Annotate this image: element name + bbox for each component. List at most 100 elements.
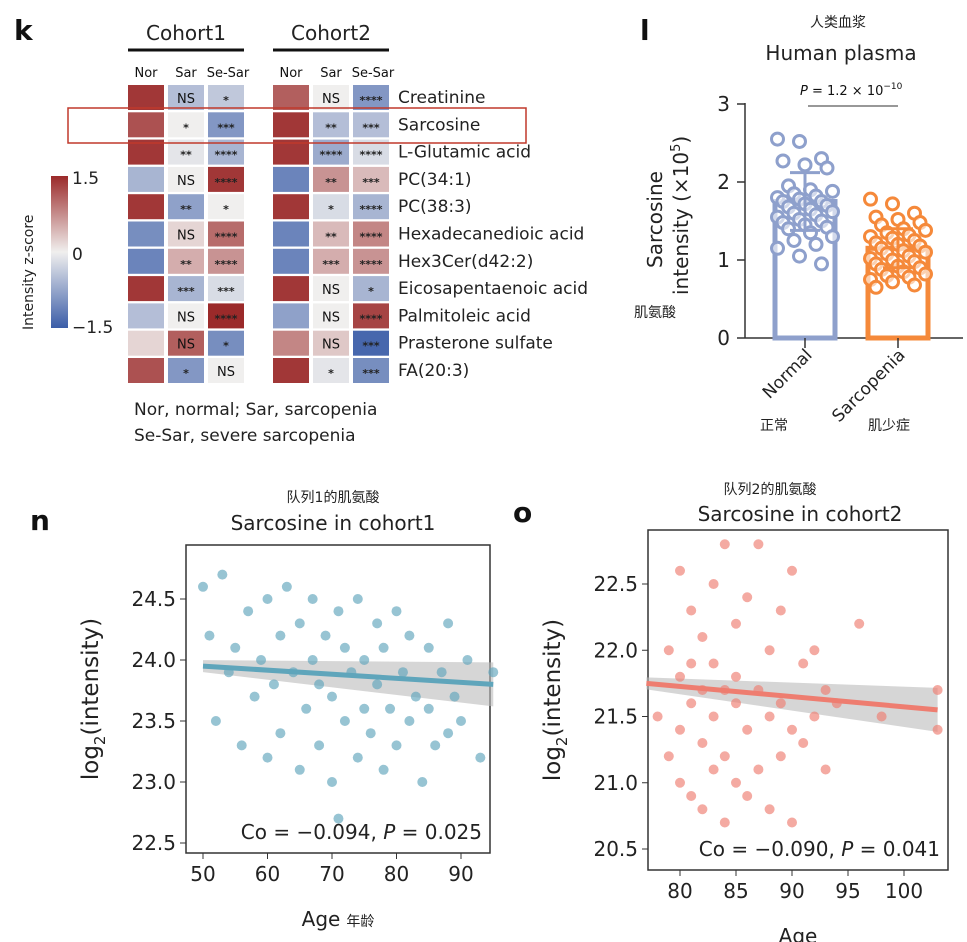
y-tick-label: 21.0 xyxy=(593,771,638,795)
data-point xyxy=(230,642,241,653)
data-point xyxy=(809,645,820,656)
significance-label: NS xyxy=(322,338,340,353)
data-point xyxy=(820,764,831,775)
significance-label: NS xyxy=(177,174,195,189)
x-tick-label-cn: 肌少症 xyxy=(868,418,910,434)
data-point xyxy=(359,655,370,665)
p-value: = 0.041 xyxy=(853,837,940,861)
data-point xyxy=(475,752,486,763)
data-point xyxy=(819,160,835,176)
column-header: Nor xyxy=(134,66,158,81)
panel-label-l: l xyxy=(640,14,650,47)
column-header: Se-Sar xyxy=(207,66,250,81)
y-label-sub: 2 xyxy=(553,737,571,747)
metabolite-label: PC(34:1) xyxy=(398,170,472,190)
data-point xyxy=(775,605,786,616)
heatmap-cell xyxy=(208,166,244,192)
data-point xyxy=(488,667,499,678)
data-point xyxy=(775,698,786,709)
y-label-sub: 2 xyxy=(91,736,109,746)
heatmap-cell xyxy=(273,221,309,247)
x-tick-label: 90 xyxy=(448,862,473,886)
data-point xyxy=(932,685,943,695)
column-header: Sar xyxy=(320,66,342,81)
data-point xyxy=(359,703,370,714)
data-point xyxy=(825,229,840,245)
significance-label: **** xyxy=(359,149,382,162)
data-point xyxy=(204,630,215,641)
heatmap-cell xyxy=(168,276,204,302)
metabolite-label: Hex3Cer(d42:2) xyxy=(398,252,533,272)
data-point xyxy=(404,716,415,726)
y-tick-label: 1 xyxy=(717,248,730,272)
heatmap-cell xyxy=(313,276,349,302)
group-header-1: Cohort1 xyxy=(146,21,226,45)
panel-label-n: n xyxy=(30,504,50,537)
y-tick-label: 3 xyxy=(717,92,730,116)
heatmap-cell xyxy=(208,194,244,220)
heatmap-cell xyxy=(168,303,204,329)
y-label-rest: (intensity) xyxy=(540,619,566,737)
data-point xyxy=(719,539,730,550)
x-tick-label: 85 xyxy=(723,879,748,903)
data-point xyxy=(417,777,428,787)
column-header: Sar xyxy=(175,66,197,81)
data-point xyxy=(372,679,383,690)
data-point xyxy=(372,618,383,629)
data-point xyxy=(675,565,685,576)
metabolite-label: Hexadecanedioic acid xyxy=(398,225,584,245)
heatmap-cell xyxy=(353,276,389,302)
heatmap-cell xyxy=(273,358,309,383)
data-point xyxy=(462,655,473,665)
data-point xyxy=(731,671,741,682)
y-label-log: log xyxy=(78,745,104,780)
p-text: = 1.2 × 10 xyxy=(808,84,884,99)
heatmap-cell xyxy=(273,166,309,192)
y-label-log: log xyxy=(540,746,566,781)
data-point xyxy=(256,655,267,665)
heatmap-cell xyxy=(353,194,389,220)
x-tick-label: 90 xyxy=(779,879,804,903)
data-point xyxy=(385,703,396,714)
data-point xyxy=(217,569,228,580)
x-tick-label: 60 xyxy=(255,862,280,886)
y-axis-label-1: Sarcosine xyxy=(643,171,667,268)
significance-label: **** xyxy=(319,149,342,162)
heatmap-cell xyxy=(168,194,204,220)
data-point xyxy=(378,764,389,775)
metabolite-label: Sarcosine xyxy=(398,115,480,135)
heatmap-cell xyxy=(313,248,349,274)
x-tick-label: 95 xyxy=(835,879,860,903)
data-point xyxy=(410,691,421,702)
heatmap-cell xyxy=(128,276,164,302)
data-point xyxy=(352,594,363,604)
data-point xyxy=(294,764,305,775)
y-tick-label: 22.5 xyxy=(593,572,638,596)
data-point xyxy=(775,153,791,169)
x-axis-label: Age xyxy=(779,924,818,942)
heatmap-cell xyxy=(353,85,389,110)
data-point xyxy=(770,131,785,147)
y-axis-label: log2(intensity) xyxy=(540,619,571,781)
data-point xyxy=(697,632,708,642)
data-point xyxy=(932,724,943,735)
data-point xyxy=(742,791,753,801)
column-header: Nor xyxy=(279,66,303,81)
significance-label: **** xyxy=(214,149,237,162)
heatmap-cell xyxy=(208,330,244,356)
y-label-close: ) xyxy=(669,136,693,144)
data-point xyxy=(198,581,208,592)
data-point xyxy=(430,740,441,751)
significance-label: *** xyxy=(362,367,380,380)
heatmap-cell xyxy=(208,112,244,138)
heatmap-cell xyxy=(273,248,309,274)
data-point xyxy=(686,658,697,669)
y-axis-label-2: intensity (×105) xyxy=(669,136,693,295)
data-point xyxy=(820,685,831,695)
data-point xyxy=(868,279,884,295)
heatmap-cell xyxy=(313,194,349,220)
data-point xyxy=(742,592,753,603)
panel-label-k: k xyxy=(14,14,34,47)
heatmap-cell xyxy=(208,221,244,247)
